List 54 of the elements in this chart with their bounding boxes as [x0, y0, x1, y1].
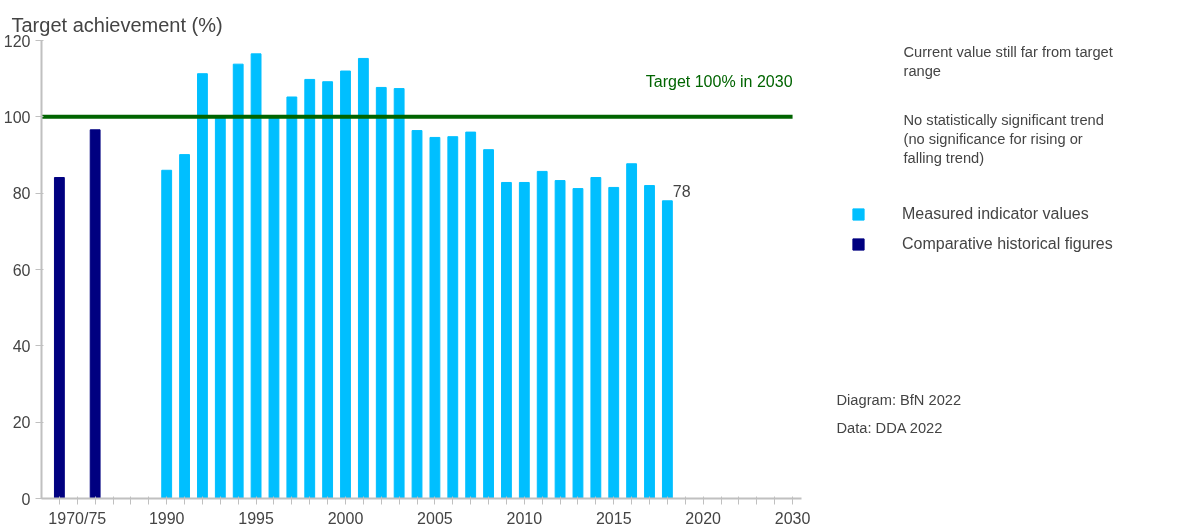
x-tick-label: 1990 — [148, 509, 185, 527]
bar — [214, 116, 226, 499]
y-tick-label: 20 — [12, 414, 31, 432]
y-tick-label: 40 — [12, 337, 31, 355]
x-tick-label: 2005 — [417, 509, 453, 527]
bar — [340, 70, 351, 499]
text: Current value still far from target range — [903, 43, 1113, 79]
x-tick-label: 2030 — [774, 509, 811, 527]
bar — [608, 186, 620, 499]
bar — [161, 169, 173, 499]
bar — [393, 88, 405, 499]
bar — [572, 188, 584, 499]
y-tick-label: 0 — [21, 490, 31, 508]
bar — [661, 200, 673, 499]
bar — [501, 181, 512, 499]
y-tick-label: 100 — [3, 108, 31, 126]
bar — [590, 177, 602, 499]
legend-label: Comparative historical figures — [902, 235, 1113, 253]
legend-label: Measured indicator values — [902, 205, 1089, 223]
ref-line-label: Target 100% in 2030 — [645, 73, 793, 91]
bar — [536, 170, 548, 499]
bar — [53, 177, 65, 499]
x-tick-label: 1995 — [238, 509, 274, 527]
bar — [89, 129, 101, 499]
bar — [465, 131, 477, 499]
y-tick-label: 60 — [12, 261, 31, 279]
bar — [626, 163, 638, 499]
text: No statistically significant trend (no significance for rising or falling trend) — [903, 111, 1104, 166]
bar — [197, 73, 208, 499]
x-tick-label: 1970/75 — [48, 509, 107, 527]
text: Data: DDA 2022 — [836, 419, 943, 436]
text: Diagram: BfN 2022 — [836, 391, 962, 408]
bar — [554, 180, 566, 499]
bar — [268, 116, 280, 499]
y-tick-label: 80 — [12, 185, 31, 203]
bar — [322, 81, 334, 499]
x-tick-label: 2020 — [685, 509, 722, 527]
bar — [411, 130, 423, 499]
bar — [250, 53, 262, 499]
x-tick-label: 2010 — [506, 509, 543, 527]
bar — [304, 78, 316, 499]
bar — [357, 57, 369, 499]
x-tick-label: 2015 — [595, 509, 632, 527]
bar — [447, 136, 459, 499]
bar — [483, 149, 494, 499]
x-tick-label: 2000 — [327, 509, 364, 527]
bar — [429, 136, 441, 499]
bar — [232, 63, 244, 499]
bar — [286, 96, 298, 499]
bar — [644, 185, 655, 499]
bar — [518, 181, 530, 499]
bar — [375, 86, 387, 499]
bar — [179, 154, 190, 499]
data-label: 78 — [672, 182, 691, 200]
